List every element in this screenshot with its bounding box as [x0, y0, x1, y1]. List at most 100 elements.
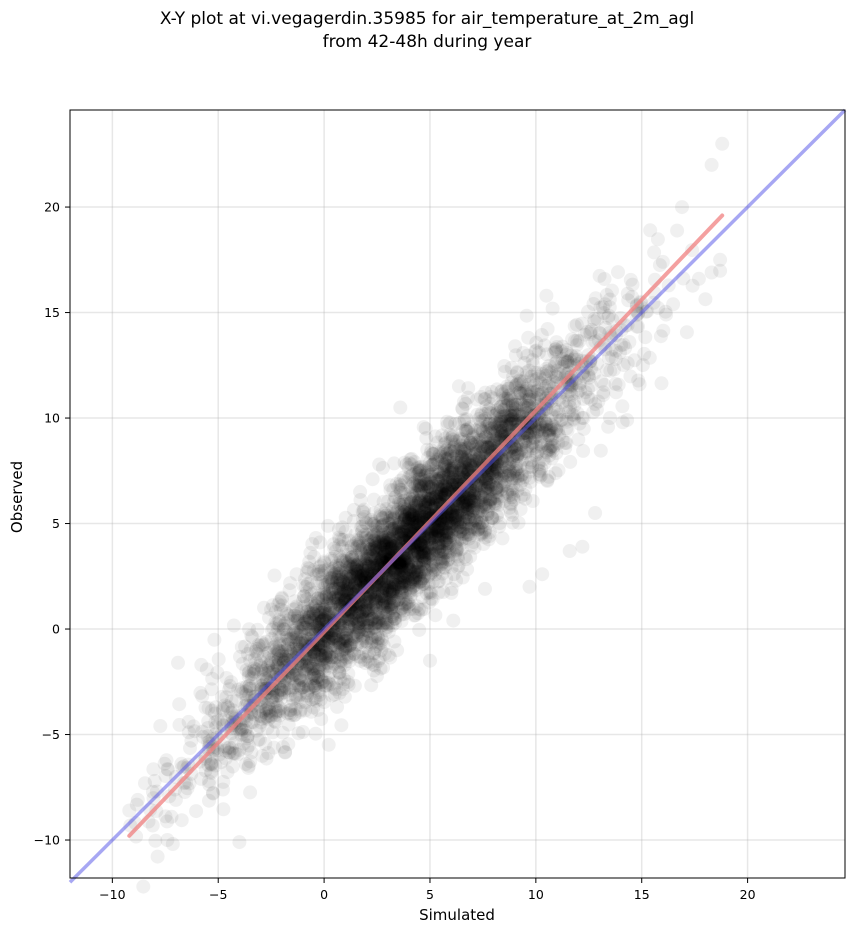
- scatter-point: [490, 480, 505, 495]
- scatter-point: [345, 561, 360, 576]
- scatter-point: [370, 669, 384, 683]
- scatter-point: [400, 496, 415, 511]
- scatter-point: [242, 664, 257, 679]
- scatter-point: [508, 464, 523, 478]
- scatter-point: [380, 582, 394, 597]
- scatter-point: [302, 622, 316, 637]
- scatter-point: [442, 517, 457, 532]
- scatter-point: [260, 697, 275, 712]
- scatter-point: [513, 374, 528, 389]
- scatter-point: [461, 498, 476, 513]
- scatter-point: [341, 572, 356, 587]
- scatter-point: [403, 562, 418, 577]
- scatter-point: [516, 433, 531, 448]
- scatter-point: [467, 521, 482, 536]
- scatter-point: [589, 402, 604, 417]
- scatter-point: [254, 660, 269, 675]
- scatter-point: [376, 576, 391, 591]
- scatter-point: [129, 797, 144, 812]
- scatter-point: [439, 571, 454, 586]
- scatter-point: [380, 583, 394, 598]
- scatter-point: [289, 668, 304, 683]
- scatter-point: [457, 438, 472, 453]
- scatter-point: [408, 516, 423, 531]
- scatter-point: [355, 524, 370, 539]
- scatter-point: [234, 727, 249, 742]
- scatter-point: [183, 741, 197, 756]
- scatter-point: [369, 590, 384, 605]
- scatter-point: [535, 418, 550, 433]
- scatter-point: [417, 545, 431, 560]
- scatter-point: [434, 453, 449, 468]
- scatter-point: [353, 573, 368, 587]
- scatter-point: [362, 538, 377, 552]
- scatter-point: [360, 604, 375, 619]
- scatter-point: [403, 583, 418, 597]
- scatter-point: [384, 541, 399, 556]
- scatter-point: [478, 522, 493, 537]
- scatter-point: [424, 536, 439, 551]
- scatter-point: [342, 650, 357, 665]
- scatter-point: [321, 562, 336, 577]
- scatter-point: [314, 712, 329, 727]
- scatter-point: [287, 708, 302, 723]
- scatter-point: [698, 292, 713, 307]
- scatter-point: [578, 385, 593, 400]
- scatter-point: [348, 566, 363, 581]
- scatter-point: [202, 777, 217, 792]
- scatter-point: [426, 457, 441, 472]
- scatter-point: [510, 466, 525, 481]
- scatter-point: [509, 458, 524, 473]
- scatter-point: [443, 534, 458, 549]
- scatter-point: [272, 682, 287, 697]
- scatter-point: [350, 628, 365, 643]
- scatter-point: [377, 536, 392, 551]
- scatter-point: [338, 654, 353, 668]
- scatter-point: [494, 469, 509, 483]
- scatter-point: [425, 479, 440, 494]
- scatter-point: [367, 645, 382, 660]
- scatter-point: [432, 492, 447, 507]
- scatter-point: [324, 650, 339, 665]
- scatter-point: [342, 572, 357, 587]
- scatter-point: [335, 578, 350, 593]
- scatter-point: [338, 524, 353, 539]
- scatter-point: [338, 640, 353, 655]
- scatter-point: [428, 552, 443, 567]
- scatter-point: [473, 512, 488, 527]
- scatter-point: [329, 575, 344, 590]
- scatter-point: [414, 538, 429, 553]
- scatter-point: [399, 568, 414, 583]
- scatter-point: [494, 383, 509, 398]
- scatter-point: [399, 519, 414, 534]
- scatter-point: [371, 631, 386, 646]
- scatter-point: [504, 412, 518, 427]
- scatter-point: [457, 499, 472, 514]
- scatter-point: [670, 223, 685, 238]
- scatter-point: [486, 435, 501, 450]
- scatter-point: [271, 652, 286, 667]
- scatter-point: [432, 448, 447, 463]
- scatter-point: [608, 343, 623, 358]
- scatter-point: [434, 528, 449, 543]
- scatter-point: [483, 389, 498, 404]
- scatter-point: [339, 627, 354, 642]
- scatter-point: [506, 454, 521, 469]
- scatter-point: [531, 463, 546, 478]
- scatter-point: [361, 615, 376, 630]
- scatter-point: [241, 760, 256, 775]
- scatter-point: [405, 490, 420, 505]
- scatter-point: [250, 622, 265, 637]
- scatter-point: [564, 348, 579, 363]
- scatter-point: [540, 473, 555, 488]
- scatter-point: [350, 576, 365, 591]
- scatter-point: [331, 590, 346, 605]
- scatter-point: [375, 580, 390, 595]
- scatter-point: [292, 687, 307, 702]
- scatter-point: [531, 444, 546, 458]
- scatter-point: [312, 662, 327, 676]
- scatter-point: [508, 442, 523, 457]
- scatter-point: [291, 726, 306, 741]
- scatter-point: [370, 586, 385, 601]
- scatter-point: [482, 477, 497, 492]
